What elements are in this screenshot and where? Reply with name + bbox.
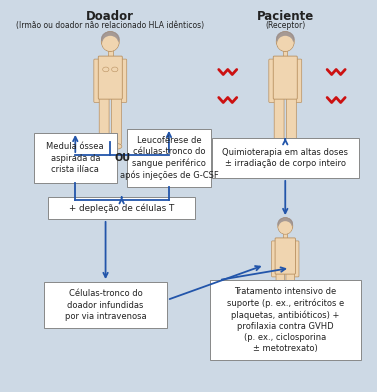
Ellipse shape bbox=[276, 31, 294, 51]
FancyBboxPatch shape bbox=[269, 59, 276, 102]
FancyBboxPatch shape bbox=[98, 56, 122, 99]
Text: Quimioterapia em altas doses
± irradiação de corpo inteiro: Quimioterapia em altas doses ± irradiaçã… bbox=[222, 148, 348, 168]
FancyBboxPatch shape bbox=[94, 59, 101, 102]
FancyBboxPatch shape bbox=[48, 197, 195, 219]
Ellipse shape bbox=[276, 31, 294, 46]
FancyBboxPatch shape bbox=[34, 133, 117, 183]
Ellipse shape bbox=[286, 143, 297, 149]
Text: Paciente: Paciente bbox=[257, 10, 314, 23]
Ellipse shape bbox=[99, 143, 110, 149]
Text: Leucoférese de
células-tronco do
sangue periférico
após injeções de G-CSF: Leucoférese de células-tronco do sangue … bbox=[120, 136, 218, 180]
FancyBboxPatch shape bbox=[44, 282, 167, 328]
Text: (Irmão ou doador não relacionado HLA idênticos): (Irmão ou doador não relacionado HLA idê… bbox=[16, 21, 204, 30]
Ellipse shape bbox=[101, 31, 119, 51]
Text: Células-tronco do
doador infundidas
por via intravenosa: Células-tronco do doador infundidas por … bbox=[65, 289, 146, 321]
Ellipse shape bbox=[101, 31, 119, 46]
FancyBboxPatch shape bbox=[271, 241, 278, 277]
FancyBboxPatch shape bbox=[108, 49, 112, 57]
Ellipse shape bbox=[274, 143, 285, 149]
Text: OU: OU bbox=[115, 153, 131, 163]
Text: (Receptor): (Receptor) bbox=[265, 21, 305, 30]
FancyBboxPatch shape bbox=[275, 238, 296, 274]
Ellipse shape bbox=[111, 143, 122, 149]
FancyBboxPatch shape bbox=[210, 280, 361, 360]
FancyBboxPatch shape bbox=[99, 93, 109, 145]
FancyBboxPatch shape bbox=[212, 138, 359, 178]
FancyBboxPatch shape bbox=[273, 56, 297, 99]
FancyBboxPatch shape bbox=[127, 129, 210, 187]
Ellipse shape bbox=[278, 218, 293, 229]
Text: Medula óssea
aspirada da
crista ilíaca: Medula óssea aspirada da crista ilíaca bbox=[46, 142, 104, 174]
FancyBboxPatch shape bbox=[274, 93, 284, 145]
FancyBboxPatch shape bbox=[283, 49, 288, 57]
FancyBboxPatch shape bbox=[112, 93, 121, 145]
Ellipse shape bbox=[279, 221, 292, 234]
Ellipse shape bbox=[112, 67, 118, 72]
FancyBboxPatch shape bbox=[276, 268, 285, 312]
FancyBboxPatch shape bbox=[294, 59, 302, 102]
Ellipse shape bbox=[277, 36, 293, 51]
FancyBboxPatch shape bbox=[284, 232, 287, 239]
Text: + depleção de células T: + depleção de células T bbox=[69, 203, 174, 213]
Ellipse shape bbox=[102, 36, 118, 51]
Ellipse shape bbox=[103, 67, 109, 72]
Ellipse shape bbox=[278, 218, 293, 234]
FancyBboxPatch shape bbox=[293, 241, 299, 277]
FancyBboxPatch shape bbox=[287, 93, 296, 145]
Text: Doador: Doador bbox=[86, 10, 134, 23]
FancyBboxPatch shape bbox=[120, 59, 127, 102]
FancyBboxPatch shape bbox=[286, 268, 294, 312]
Text: Tratamento intensivo de
suporte (p. ex., eritrócitos e
plaquetas, antibióticos) : Tratamento intensivo de suporte (p. ex.,… bbox=[227, 287, 344, 353]
Ellipse shape bbox=[276, 311, 285, 316]
Ellipse shape bbox=[285, 311, 295, 316]
